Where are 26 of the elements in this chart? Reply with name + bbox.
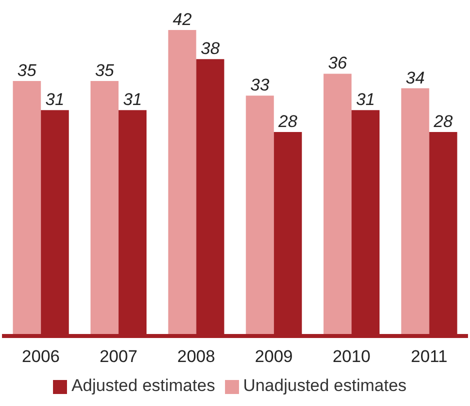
data-label: 42 — [172, 10, 192, 29]
bar — [246, 96, 274, 336]
legend-label: Adjusted estimates — [71, 376, 216, 395]
data-label: 35 — [95, 61, 115, 80]
x-tick-label: 2010 — [332, 347, 370, 366]
data-label: 31 — [123, 90, 142, 110]
data-label: 34 — [406, 68, 425, 88]
data-label: 35 — [17, 61, 37, 80]
data-label: 38 — [200, 39, 220, 58]
bar — [90, 81, 119, 336]
x-tick-label: 2011 — [410, 347, 448, 366]
x-tick-label: 2007 — [100, 347, 138, 366]
bar — [12, 81, 41, 336]
data-label: 28 — [277, 112, 298, 131]
legend-label: Unadjusted estimates — [243, 376, 407, 395]
data-label: 33 — [250, 76, 270, 95]
bar — [168, 30, 196, 336]
x-tick-label: 2009 — [254, 347, 293, 366]
data-label: 28 — [432, 112, 454, 131]
bar — [324, 74, 352, 336]
x-tick-label: 2008 — [177, 347, 216, 366]
x-tick-label: 2006 — [22, 347, 60, 366]
bar — [401, 88, 430, 336]
data-label: 31 — [356, 90, 375, 110]
data-label: 36 — [328, 54, 348, 73]
data-label: 31 — [45, 90, 64, 110]
